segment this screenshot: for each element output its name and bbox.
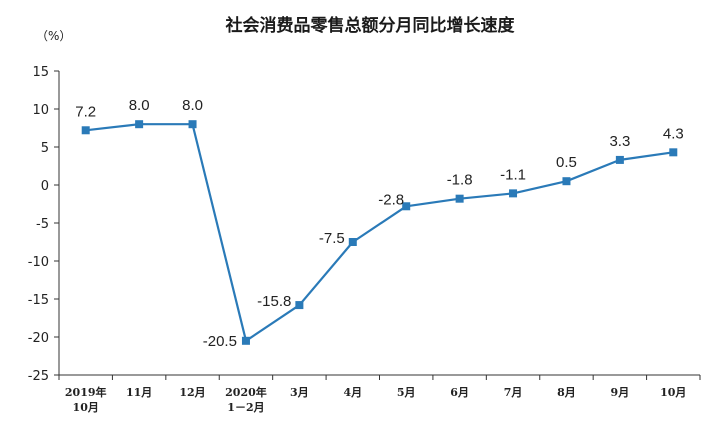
x-tick-label: 2019年 10月 bbox=[65, 385, 107, 414]
y-axis-unit: （%） bbox=[36, 29, 71, 43]
y-tick-label: -15 bbox=[28, 293, 49, 308]
data-point bbox=[135, 120, 144, 129]
series-line bbox=[85, 123, 674, 342]
x-tick-label: 10月 bbox=[660, 386, 686, 399]
x-tick-label: 9月 bbox=[611, 386, 630, 399]
x-tick-label: 8月 bbox=[557, 386, 576, 399]
x-tick-label: 12月 bbox=[179, 386, 205, 399]
data-label: -15.8 bbox=[257, 293, 291, 310]
data-label: 3.3 bbox=[609, 133, 630, 150]
axes bbox=[54, 70, 701, 380]
series-group bbox=[81, 120, 678, 345]
y-tick-label: -20 bbox=[28, 331, 49, 346]
x-tick-label: 4月 bbox=[343, 386, 362, 399]
y-tick-label: 15 bbox=[32, 65, 49, 80]
data-point bbox=[455, 194, 464, 203]
x-tick-label: 3月 bbox=[290, 386, 309, 399]
y-tick-label: 10 bbox=[32, 103, 49, 118]
data-label: 0.5 bbox=[556, 154, 577, 171]
chart-title: 社会消费品零售总额分月同比增长速度 bbox=[225, 15, 516, 36]
y-tick-labels: 15 10 5 0 -5 -10 -15 -20 -25 bbox=[28, 65, 49, 384]
data-label: 8.0 bbox=[182, 97, 203, 114]
data-point bbox=[295, 301, 304, 310]
data-label: -7.5 bbox=[319, 230, 345, 247]
y-tick-label: -10 bbox=[28, 255, 49, 270]
x-tick-label: 2020年 1－2月 bbox=[225, 385, 267, 414]
y-tick-label: -25 bbox=[28, 369, 49, 384]
y-tick-label: -5 bbox=[36, 217, 49, 232]
x-tick-label: 5月 bbox=[397, 386, 416, 399]
data-label: 7.2 bbox=[75, 103, 96, 120]
data-point bbox=[188, 120, 197, 129]
data-point bbox=[81, 126, 90, 135]
data-label: -1.1 bbox=[500, 166, 526, 183]
data-point bbox=[509, 189, 518, 198]
data-labels: 7.2 8.0 8.0 -20.5 -15.8 -7.5 -2.8 -1.8 -1.1 0.5 3.… bbox=[75, 97, 683, 350]
data-label: -1.8 bbox=[447, 172, 473, 189]
data-label: -20.5 bbox=[203, 333, 237, 350]
data-point bbox=[615, 155, 624, 164]
x-tick-labels: 2019年 10月 11月 12月 2020年 1－2月 3月 4月 5月 6月 7月 8月 9月 10月 bbox=[65, 385, 687, 414]
data-point bbox=[562, 177, 571, 186]
y-tick-label: 5 bbox=[41, 141, 49, 156]
data-point bbox=[669, 148, 678, 157]
x-tick-label: 11月 bbox=[126, 386, 152, 399]
data-label: 4.3 bbox=[663, 125, 684, 142]
data-label: 8.0 bbox=[129, 97, 150, 114]
x-tick-label: 7月 bbox=[504, 386, 523, 399]
x-tick-label: 6月 bbox=[450, 386, 469, 399]
y-tick-label: 0 bbox=[41, 179, 49, 194]
data-point bbox=[241, 336, 250, 345]
data-point bbox=[402, 202, 411, 211]
data-label: -2.8 bbox=[378, 191, 404, 208]
data-point bbox=[348, 238, 357, 246]
